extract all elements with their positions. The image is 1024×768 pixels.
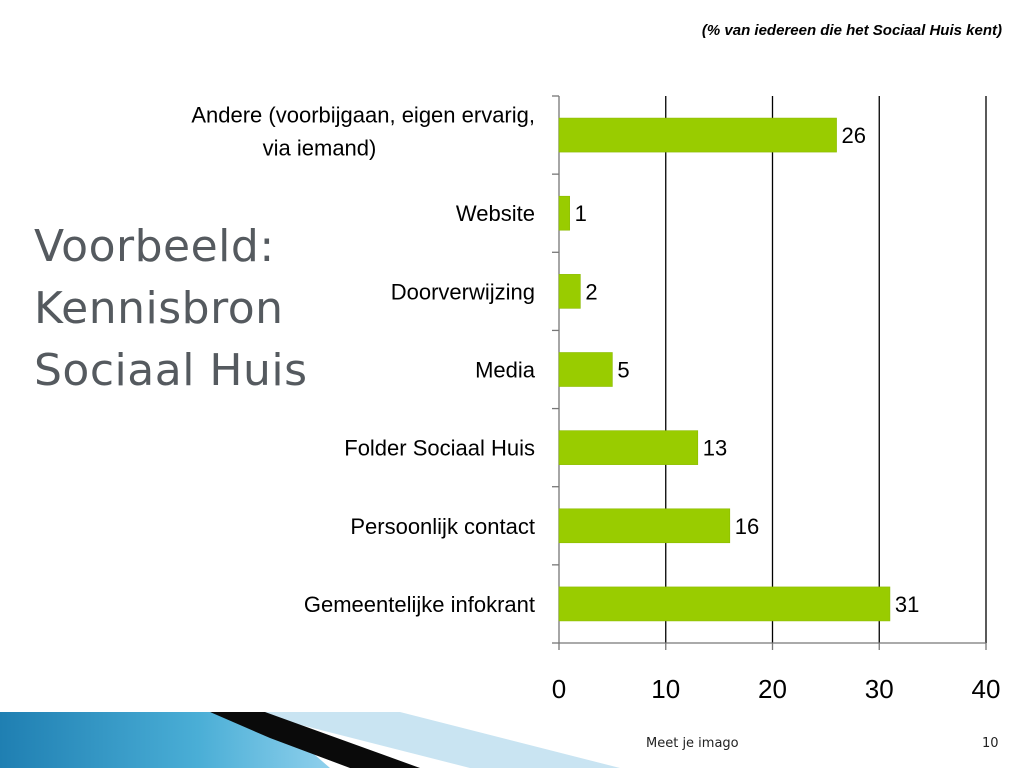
bar	[558, 430, 699, 465]
footer-caption: Meet je imago	[646, 736, 739, 751]
x-tick-label: 10	[651, 674, 680, 704]
category-label: Andere (voorbijgaan, eigen ervarig,	[191, 103, 535, 128]
bar	[558, 508, 731, 544]
x-tick-label: 0	[552, 674, 566, 704]
data-label: 2	[585, 279, 597, 304]
slide-title-line-3: Sociaal Huis	[34, 345, 308, 396]
category-label: via iemand)	[263, 136, 377, 161]
footer-band-dark	[210, 712, 420, 768]
slide-title-line-1: Voorbeeld:	[34, 221, 275, 272]
data-label: 1	[575, 201, 587, 226]
data-label: 5	[617, 358, 629, 383]
x-tick-label: 30	[865, 674, 894, 704]
data-label: 26	[842, 123, 866, 148]
category-label: Folder Sociaal Huis	[344, 436, 535, 461]
category-label: Media	[475, 358, 536, 383]
category-label: Persoonlijk contact	[350, 514, 535, 539]
data-label: 13	[703, 436, 727, 461]
data-label: 31	[895, 592, 919, 617]
footer-band-light	[250, 712, 620, 768]
category-label: Doorverwijzing	[391, 279, 535, 304]
chart-note: (% van iedereen die het Sociaal Huis ken…	[701, 22, 1002, 39]
data-label: 16	[735, 514, 759, 539]
bar	[558, 274, 581, 309]
category-label: Website	[456, 201, 535, 226]
bar	[558, 586, 891, 622]
slide-title-line-2: Kennisbron	[34, 283, 284, 334]
x-tick-label: 20	[758, 674, 787, 704]
bar	[558, 195, 570, 231]
category-label: Gemeentelijke infokrant	[304, 592, 535, 617]
bar	[558, 352, 613, 387]
bar	[558, 117, 837, 153]
footer-decoration	[0, 712, 620, 768]
slide-title: Voorbeeld: Kennisbron Sociaal Huis	[34, 216, 364, 402]
x-tick-label: 40	[972, 674, 1001, 704]
bar-chart: 0 10 20 30 40 26 Andere (voorbijgaan, eigen er…	[191, 95, 1001, 704]
page-number: 10	[982, 736, 999, 751]
